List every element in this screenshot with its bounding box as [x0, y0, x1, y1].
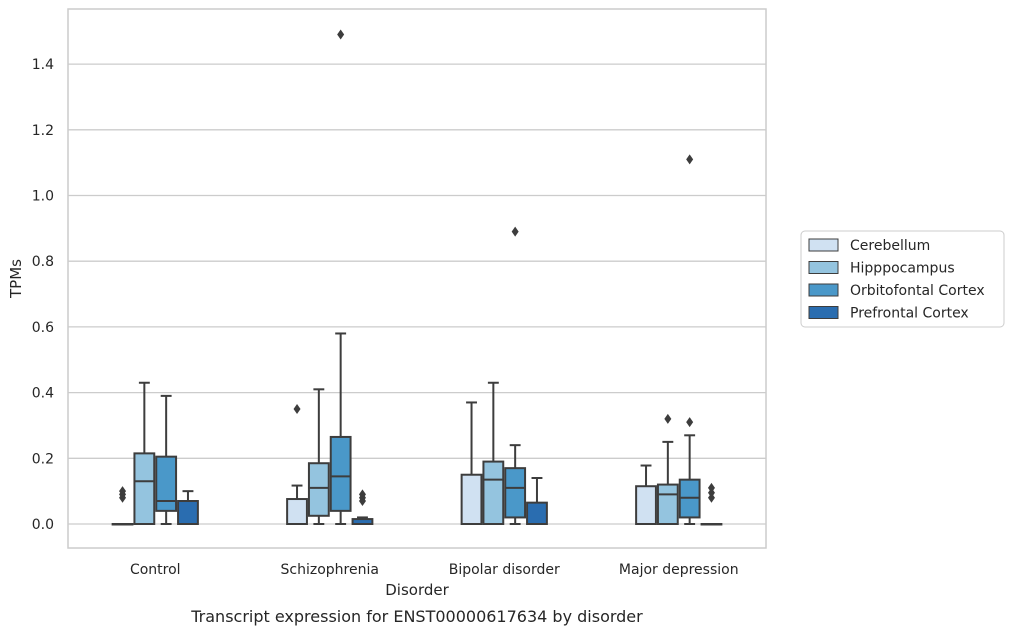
plot-frame — [67, 8, 767, 549]
x-tick-label: Schizophrenia — [281, 562, 379, 578]
box-body — [155, 455, 178, 512]
y-tick-label: 1.4 — [32, 57, 54, 73]
box-body — [177, 500, 199, 526]
outlier-point — [686, 417, 694, 428]
outlier-point — [511, 226, 519, 237]
legend-swatch — [808, 261, 839, 274]
box-body — [286, 498, 308, 525]
box-body — [460, 473, 483, 526]
box-1-3 — [656, 413, 679, 525]
box-1-1 — [307, 388, 330, 525]
legend-label: Hipppocampus — [850, 261, 955, 277]
y-tick-label: 0.4 — [32, 386, 54, 402]
legend-label: Cerebellum — [850, 238, 930, 254]
box-body — [133, 452, 156, 525]
box-3-1 — [351, 489, 374, 526]
legend-label: Prefrontal Cortex — [850, 306, 969, 322]
x-axis-title: Disorder — [385, 581, 449, 599]
outlier-point — [119, 486, 127, 497]
box-body — [526, 501, 548, 525]
box-body — [307, 462, 330, 517]
box-series — [111, 29, 723, 526]
box-0-3 — [635, 464, 657, 526]
outlier-point — [707, 482, 715, 493]
outlier-point — [686, 154, 694, 165]
y-tick-label: 1.0 — [32, 189, 54, 205]
outlier-point — [293, 404, 301, 415]
box-2-3 — [678, 154, 701, 525]
legend: Cerebellum Hipppocampus Orbitofontal Corte… — [800, 230, 1005, 328]
box-1-0 — [133, 381, 156, 525]
x-tick-label: Bipolar disorder — [449, 562, 560, 578]
box-0-2 — [460, 401, 483, 526]
legend-frame — [800, 230, 1005, 328]
box-body — [504, 467, 527, 519]
outlier-point — [337, 29, 345, 40]
legend-swatch — [808, 306, 839, 319]
legend-label: Orbitofontal Cortex — [850, 283, 985, 299]
y-tick-label: 0.8 — [32, 254, 54, 270]
box-1-2 — [482, 381, 505, 525]
y-axis-title: TPMs — [7, 259, 25, 299]
y-tick-label: 0.0 — [32, 517, 54, 533]
box-body — [482, 460, 505, 525]
y-tick-label: 0.2 — [32, 451, 54, 467]
legend-swatch — [808, 283, 839, 297]
x-tick-label: Major depression — [619, 562, 739, 578]
box-3-2 — [526, 477, 548, 525]
outlier-point — [664, 413, 672, 424]
box-2-1 — [329, 29, 352, 525]
box-body — [656, 483, 679, 525]
box-2-0 — [155, 394, 178, 525]
y-tick-label: 1.2 — [32, 123, 54, 139]
box-0-0 — [111, 486, 134, 526]
box-2-2 — [504, 226, 527, 525]
box-body — [635, 485, 657, 526]
box-0-1 — [286, 404, 308, 525]
box-3-3 — [700, 482, 723, 526]
box-3-0 — [177, 490, 199, 526]
gridlines — [68, 63, 766, 525]
outlier-point — [358, 489, 366, 500]
y-axis-ticks: 0.0 0.2 0.4 0.6 0.8 1.0 1.2 1.4 — [32, 57, 54, 533]
x-axis-ticks: Control Schizophrenia Bipolar disorder Majo… — [130, 562, 739, 578]
y-tick-label: 0.6 — [32, 320, 54, 336]
x-tick-label: Control — [130, 562, 181, 578]
box-body — [329, 435, 352, 512]
chart-caption: Transcript expression for ENST0000061763… — [190, 607, 643, 626]
legend-swatch — [808, 238, 839, 252]
